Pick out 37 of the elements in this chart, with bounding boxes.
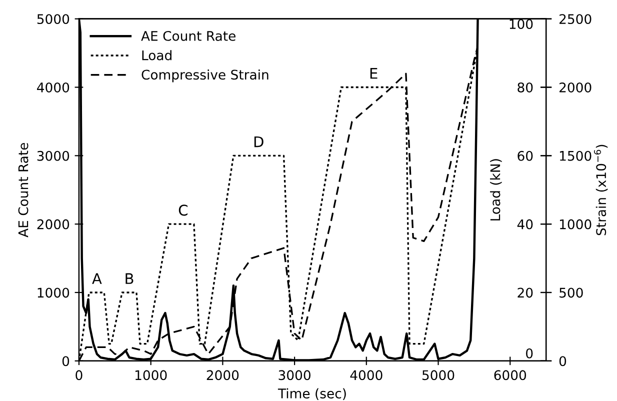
annotation: A bbox=[92, 273, 102, 284]
y-tick-label: 3000 bbox=[37, 150, 70, 161]
y3-tick-label: 1000 bbox=[560, 219, 592, 230]
x-tick-label: 6000 bbox=[494, 370, 526, 380]
y2-tick-label: 80 bbox=[518, 82, 533, 92]
y3-tick-label: 2000 bbox=[560, 82, 592, 92]
y-tick-label: 2000 bbox=[37, 219, 70, 230]
annotation: C bbox=[178, 204, 188, 216]
y3-axis-title: Strain (x10$^{−6}$) bbox=[594, 144, 608, 236]
x-tick-label: 4000 bbox=[350, 370, 382, 380]
y3-tick-label: 0 bbox=[559, 356, 566, 366]
y2-tick-label: 0 bbox=[526, 348, 533, 358]
y2-axis-title: Load (kN) bbox=[490, 159, 502, 220]
annotation: B bbox=[126, 273, 134, 284]
y2-tick-label: 100 bbox=[510, 19, 533, 30]
x-tick-label: 3000 bbox=[278, 370, 310, 380]
x-tick-label: 5000 bbox=[422, 370, 454, 380]
legend-label: Compressive Strain bbox=[142, 69, 268, 82]
x-tick-label: 0 bbox=[76, 370, 82, 380]
annotation: D bbox=[254, 136, 264, 148]
y2-tick-label: 60 bbox=[518, 150, 533, 161]
y-axis-title: AE Count Rate bbox=[18, 142, 28, 238]
legend-label: AE Count Rate bbox=[141, 30, 236, 41]
x-tick-label: 2000 bbox=[206, 370, 239, 380]
x-axis-title: Time (sec) bbox=[278, 388, 346, 400]
y3-tick-label: 1500 bbox=[560, 150, 592, 161]
y2-tick-label: 20 bbox=[518, 288, 533, 298]
y3-tick-label: 500 bbox=[560, 288, 583, 298]
y-tick-label: 4000 bbox=[37, 82, 70, 92]
y3-tick-label: 2500 bbox=[560, 14, 592, 24]
annotation: E bbox=[370, 68, 378, 79]
x-tick-label: 1000 bbox=[135, 370, 167, 380]
legend-label: Load bbox=[142, 50, 172, 60]
y-tick-label: 5000 bbox=[37, 14, 70, 24]
y2-tick-label: 40 bbox=[517, 219, 533, 230]
y-tick-label: 1000 bbox=[38, 288, 70, 298]
y-tick-label: 0 bbox=[62, 356, 70, 366]
